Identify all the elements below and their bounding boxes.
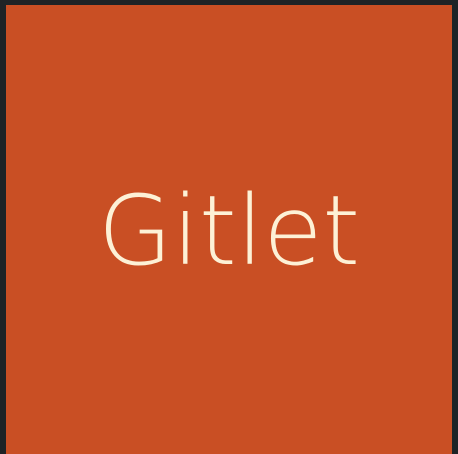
app-wordmark: Gitlet (97, 174, 361, 287)
app-icon-tile: Gitlet (6, 5, 452, 454)
